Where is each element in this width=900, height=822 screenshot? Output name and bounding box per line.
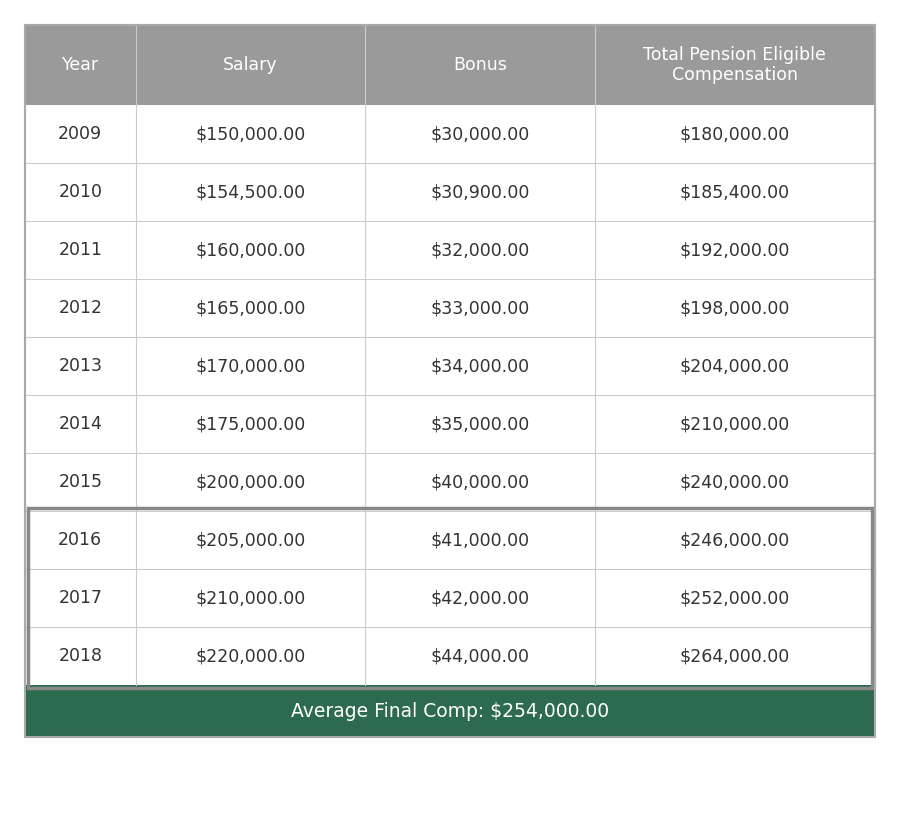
Text: $160,000.00: $160,000.00 — [195, 241, 305, 259]
Text: $198,000.00: $198,000.00 — [680, 299, 790, 317]
Text: 2015: 2015 — [58, 473, 103, 491]
Text: $165,000.00: $165,000.00 — [195, 299, 305, 317]
Text: $35,000.00: $35,000.00 — [430, 415, 529, 433]
Text: $205,000.00: $205,000.00 — [195, 531, 305, 549]
Text: 2012: 2012 — [58, 299, 103, 317]
Text: 2017: 2017 — [58, 589, 103, 607]
Bar — [25, 25, 875, 105]
Text: $252,000.00: $252,000.00 — [680, 589, 790, 607]
Bar — [28, 508, 872, 688]
Text: $210,000.00: $210,000.00 — [195, 589, 305, 607]
Text: 2018: 2018 — [58, 647, 103, 665]
Bar — [25, 685, 875, 737]
Text: $30,000.00: $30,000.00 — [430, 125, 529, 143]
Text: $210,000.00: $210,000.00 — [680, 415, 790, 433]
Text: $32,000.00: $32,000.00 — [430, 241, 529, 259]
Text: $150,000.00: $150,000.00 — [195, 125, 305, 143]
Text: Total Pension Eligible
Compensation: Total Pension Eligible Compensation — [644, 45, 826, 85]
Text: $44,000.00: $44,000.00 — [430, 647, 529, 665]
Text: 2010: 2010 — [58, 183, 103, 201]
Text: 2014: 2014 — [58, 415, 103, 433]
Text: $192,000.00: $192,000.00 — [680, 241, 790, 259]
Bar — [25, 25, 875, 737]
Text: Year: Year — [62, 56, 99, 74]
Text: $246,000.00: $246,000.00 — [680, 531, 790, 549]
Text: Bonus: Bonus — [453, 56, 507, 74]
Text: $185,400.00: $185,400.00 — [680, 183, 790, 201]
Text: $34,000.00: $34,000.00 — [430, 357, 529, 375]
Text: $240,000.00: $240,000.00 — [680, 473, 790, 491]
Text: Average Final Comp: $254,000.00: Average Final Comp: $254,000.00 — [291, 701, 609, 721]
Text: 2011: 2011 — [58, 241, 103, 259]
Text: $42,000.00: $42,000.00 — [430, 589, 529, 607]
Text: $33,000.00: $33,000.00 — [430, 299, 529, 317]
Text: $40,000.00: $40,000.00 — [430, 473, 529, 491]
Text: $180,000.00: $180,000.00 — [680, 125, 790, 143]
Text: $41,000.00: $41,000.00 — [430, 531, 529, 549]
Text: $30,900.00: $30,900.00 — [430, 183, 529, 201]
Text: $175,000.00: $175,000.00 — [195, 415, 305, 433]
Text: Salary: Salary — [223, 56, 277, 74]
Text: 2009: 2009 — [58, 125, 103, 143]
Text: $204,000.00: $204,000.00 — [680, 357, 790, 375]
Text: $170,000.00: $170,000.00 — [195, 357, 305, 375]
Text: 2016: 2016 — [58, 531, 103, 549]
Text: 2013: 2013 — [58, 357, 103, 375]
Text: $154,500.00: $154,500.00 — [195, 183, 305, 201]
Bar — [25, 25, 875, 737]
Text: $200,000.00: $200,000.00 — [195, 473, 305, 491]
Text: $264,000.00: $264,000.00 — [680, 647, 790, 665]
Text: $220,000.00: $220,000.00 — [195, 647, 305, 665]
